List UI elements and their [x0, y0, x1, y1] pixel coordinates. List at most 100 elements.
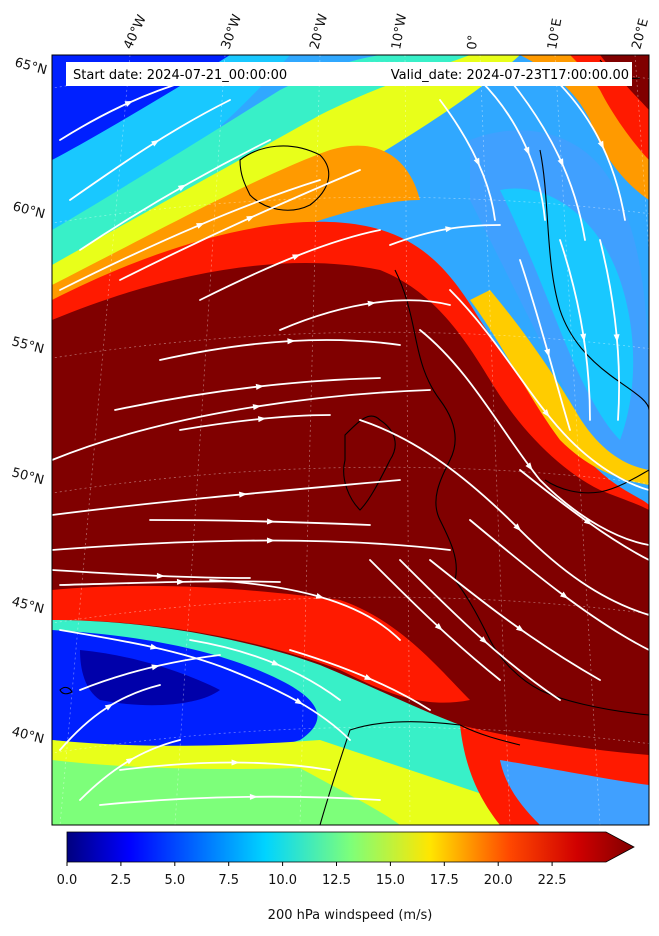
- streamline-arrow: [156, 572, 165, 579]
- streamline: [189, 639, 341, 701]
- colorbar-tick-label: 10.0: [268, 873, 297, 888]
- streamline-arrow: [613, 334, 620, 343]
- lon-label-20e: 20°E: [629, 17, 652, 51]
- streamline: [59, 684, 161, 751]
- streamline: [289, 649, 431, 711]
- streamline-arrow: [257, 416, 267, 423]
- streamline-arrow: [176, 578, 185, 585]
- streamline: [119, 169, 361, 281]
- streamline-arrow: [271, 659, 280, 666]
- streamline-arrow: [151, 139, 160, 147]
- streamline-arrow: [434, 623, 443, 631]
- streamline-arrow: [151, 664, 160, 671]
- lat-label-60n: 60°N: [11, 199, 47, 222]
- streamline-arrow: [479, 636, 488, 644]
- streamline: [479, 79, 546, 221]
- streamline: [99, 795, 381, 806]
- streamline-arrow: [266, 537, 275, 544]
- streamline-arrow: [294, 697, 304, 705]
- streamline-arrow: [473, 157, 480, 167]
- start-date-text: Start date: 2024-07-21_00:00:00: [73, 68, 287, 83]
- streamline-arrow: [104, 703, 114, 711]
- streamline: [279, 299, 451, 331]
- streamline: [469, 519, 649, 651]
- streamline: [59, 629, 231, 671]
- streamline-arrow: [364, 674, 373, 681]
- streamline-arrow: [150, 643, 159, 650]
- colorbar-label: 200 hPa windspeed (m/s): [268, 908, 433, 923]
- streamline: [79, 739, 181, 801]
- streamline-arrow: [515, 624, 525, 632]
- map-frame: [51, 54, 650, 826]
- colorbar-tick-label: 20.0: [484, 873, 513, 888]
- streamline: [52, 539, 451, 551]
- colorbar-tick-label: 2.5: [111, 873, 132, 888]
- lat-label-55n: 55°N: [10, 334, 46, 357]
- colorbar-tick-label: 0.0: [57, 873, 78, 888]
- streamline-arrow: [544, 348, 550, 358]
- lat-label-50n: 50°N: [10, 465, 46, 488]
- france-coast: [454, 579, 649, 716]
- lon-label-20w: 20°W: [307, 12, 331, 51]
- map-panel: [52, 55, 649, 825]
- streamline: [429, 559, 601, 681]
- streamline-arrow: [266, 518, 276, 525]
- streamline: [519, 259, 571, 431]
- streamline-arrow: [542, 409, 550, 418]
- streamline: [52, 479, 401, 516]
- streamline: [509, 79, 586, 241]
- streamline-arrow: [523, 146, 530, 156]
- streamline-arrow: [196, 222, 205, 229]
- streamline-arrow: [525, 462, 533, 471]
- coastlines: [59, 59, 649, 825]
- streamline-arrow: [125, 757, 135, 765]
- streamline-arrow: [177, 184, 187, 192]
- colorbar-tick-label: 5.0: [164, 873, 185, 888]
- streamline-arrow: [124, 100, 134, 107]
- norway-coast: [539, 149, 649, 411]
- valid-date-text: Valid_date: 2024-07-23T17:00:00.00: [391, 68, 629, 83]
- streamline: [399, 559, 561, 701]
- streamline-arrow: [249, 793, 258, 800]
- streamline-arrow: [238, 491, 248, 498]
- streamline: [69, 99, 231, 201]
- streamline: [449, 289, 649, 491]
- iceland-coast: [239, 145, 330, 211]
- streamline-arrow: [246, 215, 255, 222]
- colorbar-gradient: [66, 831, 635, 863]
- streamline: [559, 239, 591, 421]
- streamline: [59, 580, 281, 586]
- colorbar-ticks: 0.0 2.5 5.0 7.5 10.0 12.5 15.0 17.5 20.0 22.5: [57, 862, 567, 888]
- streamline: [114, 377, 381, 411]
- colorbar-tick-label: 22.5: [538, 873, 567, 888]
- lon-label-30w: 30°W: [219, 12, 245, 51]
- streamline-arrow: [255, 383, 265, 390]
- streamline-arrow: [557, 158, 564, 167]
- islet-coast: [59, 686, 73, 695]
- lat-label-40n: 40°N: [10, 724, 46, 747]
- header-box: [66, 62, 632, 86]
- streamline: [59, 179, 321, 291]
- streamline: [149, 519, 371, 526]
- denmark-coast: [544, 469, 649, 494]
- colorbar-tick-label: 12.5: [322, 873, 351, 888]
- windspeed-field: [52, 55, 649, 825]
- lon-label-10w: 10°W: [389, 13, 410, 51]
- lon-label-40w: 40°W: [121, 13, 150, 52]
- streamline-arrow: [367, 300, 376, 307]
- streamline: [419, 329, 649, 546]
- lat-label-45n: 45°N: [10, 594, 46, 617]
- ireland-coast: [343, 415, 396, 511]
- streamline-arrow: [580, 333, 587, 342]
- streamline: [52, 389, 431, 461]
- lon-label-10e: 10°E: [545, 17, 565, 50]
- streamline-arrow: [231, 759, 240, 766]
- lon-label-0: 0°: [465, 34, 481, 50]
- streamline: [389, 224, 501, 246]
- latitude-labels: 65°N 60°N 55°N 50°N 45°N 40°N: [10, 55, 49, 747]
- streamline: [599, 239, 620, 421]
- streamline-arrow: [315, 592, 325, 599]
- streamline-arrow: [560, 591, 569, 599]
- streamline-arrow: [287, 338, 296, 345]
